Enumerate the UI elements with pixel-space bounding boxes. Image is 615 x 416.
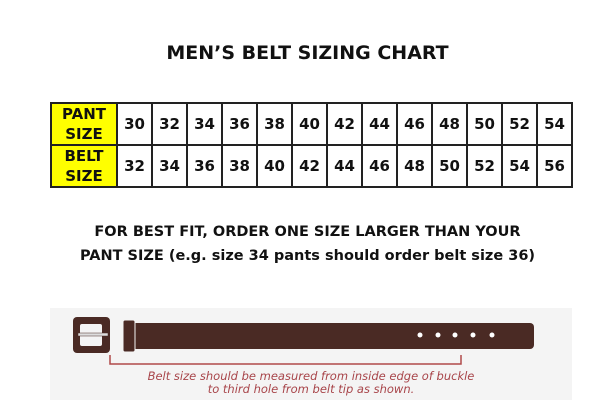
size-cell: 52: [501, 102, 538, 146]
row-header-text: BELT: [64, 147, 104, 165]
belt-hole: [489, 332, 495, 338]
belt-hole: [470, 332, 476, 338]
belt-loop: [122, 319, 136, 353]
size-cell: 48: [396, 144, 433, 188]
size-cell: 54: [536, 102, 573, 146]
size-cell: 52: [466, 144, 503, 188]
size-cell: 48: [431, 102, 468, 146]
row-header: PANT SIZE: [50, 102, 118, 146]
size-cell: 34: [151, 144, 188, 188]
size-cell: 50: [431, 144, 468, 188]
size-chart-table: PANT SIZE 30 32 34 36 38 40 42 44 46 48 50 52 54 BELT SI…: [50, 102, 573, 188]
size-cell: 54: [501, 144, 538, 188]
size-cell: 42: [326, 102, 363, 146]
belt-hole: [417, 332, 423, 338]
row-header-text: PANT: [61, 105, 106, 123]
size-cell: 38: [221, 144, 258, 188]
size-cell: 46: [396, 102, 433, 146]
row-header: BELT SIZE: [50, 144, 118, 188]
size-cell: 32: [151, 102, 188, 146]
size-cell: 34: [186, 102, 223, 146]
size-cell: 36: [221, 102, 258, 146]
buckle-prong: [77, 332, 109, 337]
belt-holes: [417, 332, 495, 338]
pant-size-row: PANT SIZE 30 32 34 36 38 40 42 44 46 48 50 52 54: [50, 102, 573, 146]
fit-note-line-2: PANT SIZE (e.g. size 34 pants should ord…: [79, 248, 536, 264]
size-cell: 30: [116, 102, 153, 146]
size-cell: 38: [256, 102, 293, 146]
measure-line: [109, 355, 462, 365]
size-cell: 32: [116, 144, 153, 188]
page-title: MEN’S BELT SIZING CHART: [166, 42, 449, 64]
size-cell: 56: [536, 144, 573, 188]
size-cell: 36: [186, 144, 223, 188]
size-cell: 40: [291, 102, 328, 146]
fit-note-line-1: FOR BEST FIT, ORDER ONE SIZE LARGER THAN…: [94, 224, 521, 240]
row-header-text: SIZE: [65, 167, 103, 185]
size-cell: 46: [361, 144, 398, 188]
belt-strap: [128, 323, 534, 349]
size-cell: 42: [291, 144, 328, 188]
row-header-text: SIZE: [65, 125, 103, 143]
belt-size-row: BELT SIZE 32 34 36 38 40 42 44 46 48 50 52 54 56: [50, 144, 573, 188]
size-cell: 40: [256, 144, 293, 188]
belt-hole: [435, 332, 441, 338]
belt-caption-line-1: Belt size should be measured from inside…: [147, 369, 475, 383]
size-cell: 50: [466, 102, 503, 146]
belt-hole: [452, 332, 458, 338]
size-cell: 44: [326, 144, 363, 188]
belt-caption-line-2: to third hole from belt tip as shown.: [207, 382, 415, 396]
size-cell: 44: [361, 102, 398, 146]
